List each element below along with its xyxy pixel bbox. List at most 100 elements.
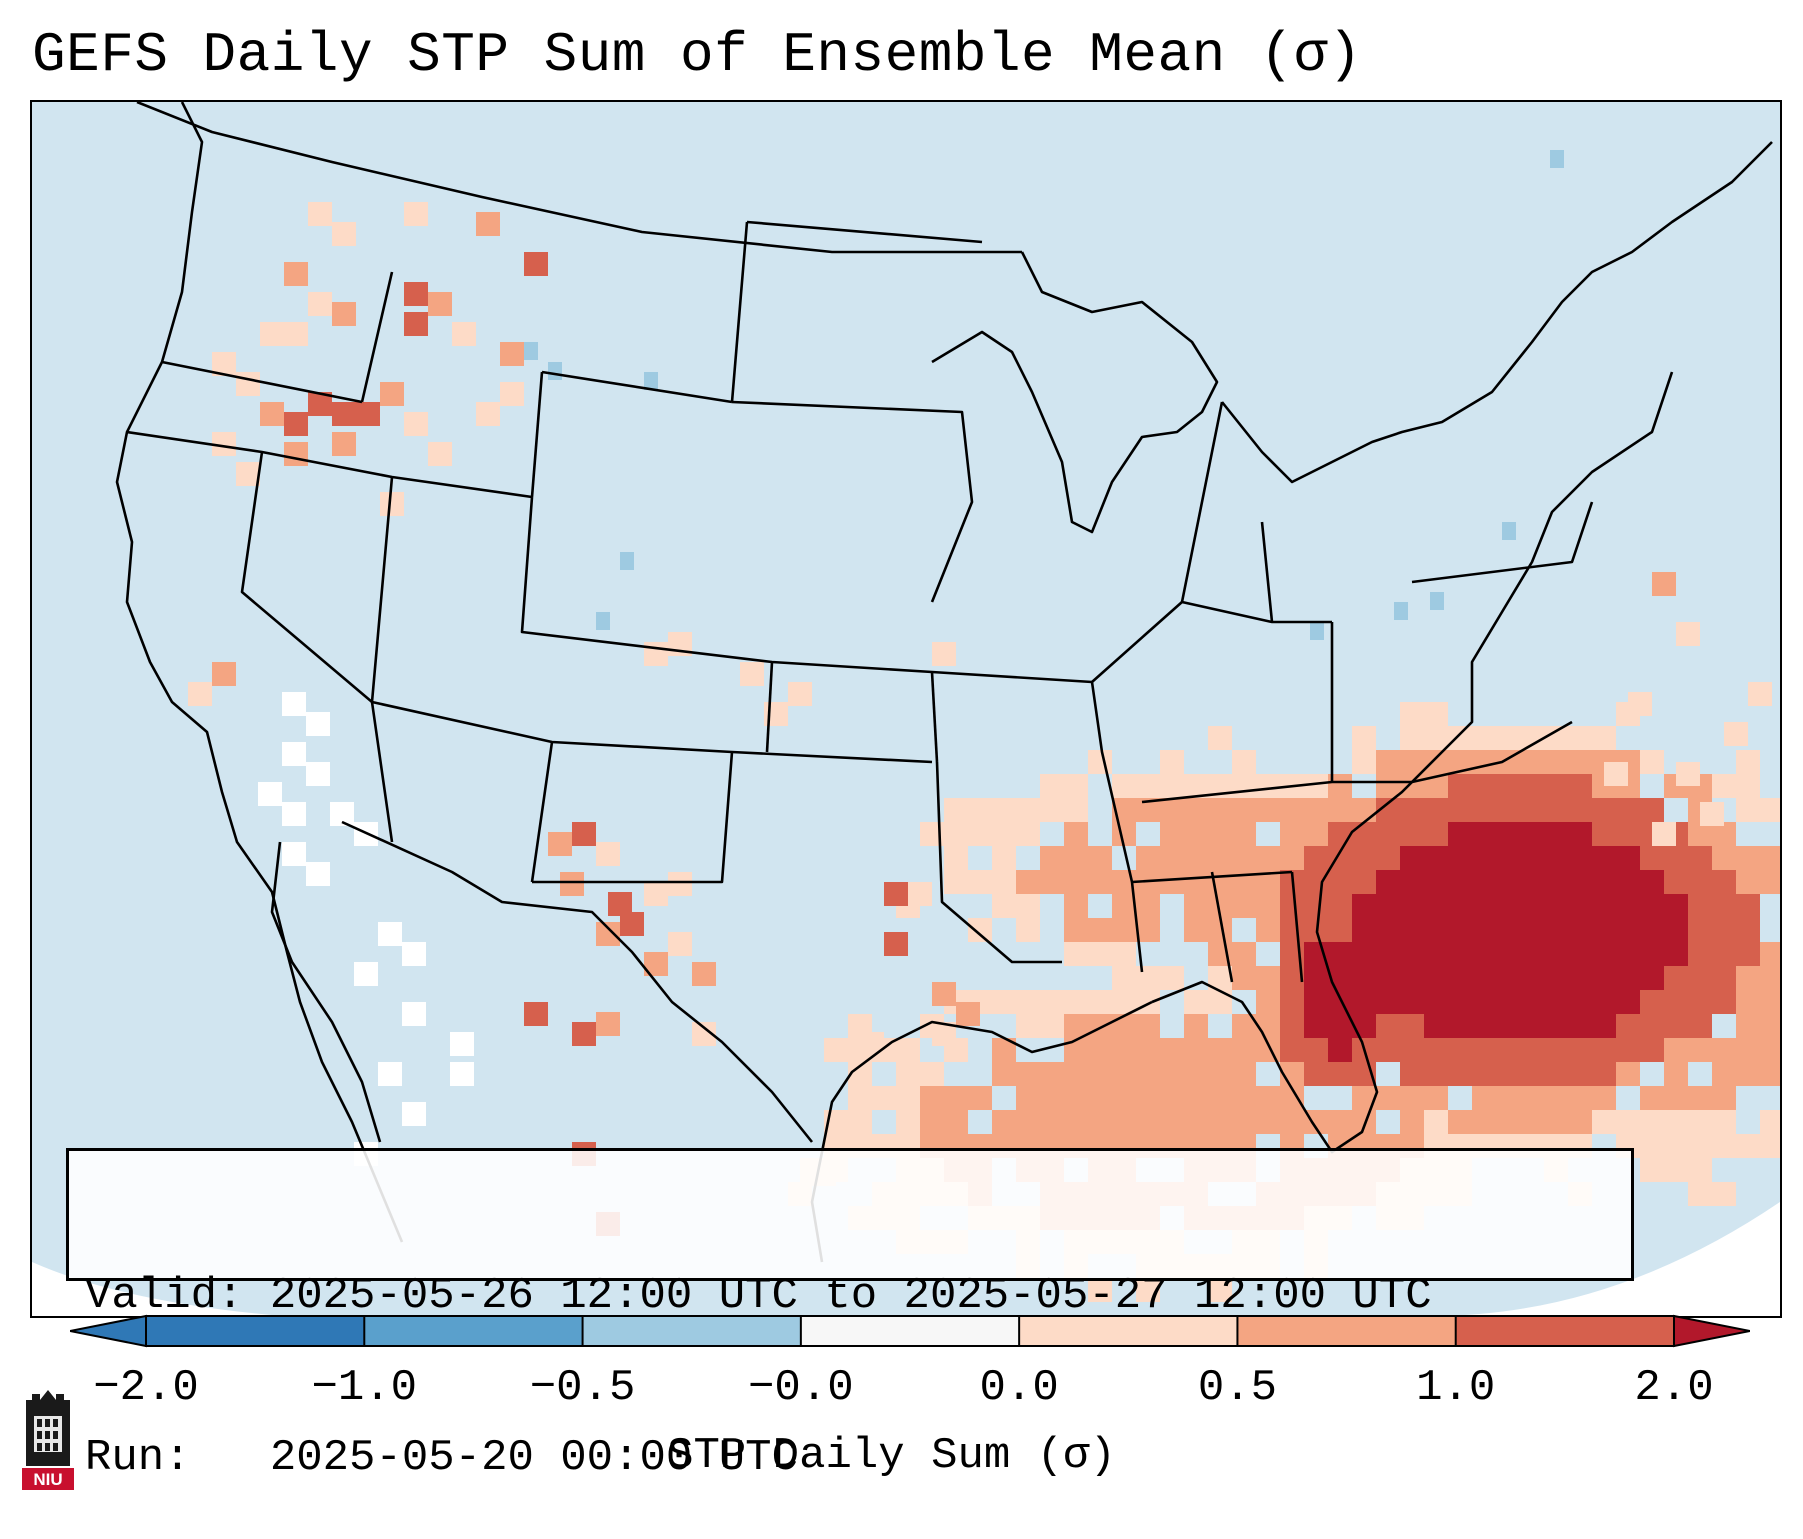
stp-cell xyxy=(1712,966,1736,990)
logo-text: NIU xyxy=(33,1470,62,1489)
stp-cell-white xyxy=(306,862,330,886)
stp-cell xyxy=(1352,942,1376,966)
stp-cell xyxy=(1016,990,1040,1014)
stp-cell xyxy=(1760,870,1780,894)
stp-cell xyxy=(1760,1110,1780,1134)
stp-cell xyxy=(1544,798,1568,822)
stp-cell xyxy=(1640,1110,1664,1134)
stp-cell xyxy=(1184,990,1208,1014)
stp-cell xyxy=(1064,1014,1088,1038)
stp-cell xyxy=(1760,798,1780,822)
stp-cell xyxy=(1664,1086,1688,1110)
stp-cell xyxy=(1736,918,1760,942)
stp-cell xyxy=(1520,870,1544,894)
stp-cell xyxy=(1496,726,1520,750)
stp-cell xyxy=(1088,1086,1112,1110)
stp-cell xyxy=(1664,1110,1688,1134)
boundary-line xyxy=(1220,141,1773,484)
stp-cell xyxy=(1712,918,1736,942)
stp-cell xyxy=(1616,894,1640,918)
stp-cell-white xyxy=(282,842,306,866)
stp-cell xyxy=(332,302,356,326)
boundary-line xyxy=(530,741,554,883)
stp-cell xyxy=(1424,1014,1448,1038)
niu-logo: NIU xyxy=(22,1390,74,1490)
stp-cell xyxy=(1628,692,1652,716)
stp-cell-negative xyxy=(548,362,562,380)
stp-cell xyxy=(1448,918,1472,942)
stp-cell xyxy=(1160,1038,1184,1062)
stp-cell-white xyxy=(306,712,330,736)
stp-cell xyxy=(1520,894,1544,918)
stp-cell xyxy=(1448,846,1472,870)
stp-cell xyxy=(308,292,332,316)
stp-cell xyxy=(1400,1062,1424,1086)
colorbar-extend-high xyxy=(1673,1314,1750,1348)
stp-cell xyxy=(1544,1062,1568,1086)
stp-cell xyxy=(1376,1014,1400,1038)
stp-cell xyxy=(1064,798,1088,822)
stp-cell xyxy=(236,462,260,486)
stp-cell xyxy=(1736,846,1760,870)
stp-cell xyxy=(1592,966,1616,990)
stp-cell xyxy=(1424,942,1448,966)
stp-cell xyxy=(428,442,452,466)
stp-cell xyxy=(1256,894,1280,918)
stp-cell-white xyxy=(378,922,402,946)
stp-cell xyxy=(1400,702,1424,726)
stp-cell xyxy=(992,894,1016,918)
colorbar-segment xyxy=(1019,1316,1238,1346)
stp-cell xyxy=(956,1002,980,1026)
stp-cell xyxy=(944,846,968,870)
stp-cell xyxy=(1400,942,1424,966)
stp-cell xyxy=(1760,1014,1780,1038)
stp-cell xyxy=(1040,1110,1064,1134)
stp-cell xyxy=(1640,918,1664,942)
colorbar-tick-label: 0.5 xyxy=(1197,1363,1278,1413)
stp-cell xyxy=(1496,1086,1520,1110)
stp-cell xyxy=(596,1012,620,1036)
stp-cell xyxy=(1424,918,1448,942)
stp-cell xyxy=(1616,870,1640,894)
stp-cell xyxy=(1280,846,1304,870)
stp-cell xyxy=(944,798,968,822)
stp-cell xyxy=(1544,726,1568,750)
stp-cell xyxy=(1544,870,1568,894)
stp-cell xyxy=(1496,1014,1520,1038)
stp-cell xyxy=(1592,1110,1616,1134)
stp-cell xyxy=(1064,918,1088,942)
stp-cell xyxy=(1400,918,1424,942)
stp-cell xyxy=(1160,1110,1184,1134)
valid-run-box: Valid: 2025-05-26 12:00 UTC to 2025-05-2… xyxy=(66,1148,1634,1483)
boundary-line xyxy=(1151,371,1674,1154)
colorbar-segment xyxy=(800,1316,1020,1346)
stp-cell xyxy=(968,822,992,846)
stp-cell xyxy=(1016,894,1040,918)
stp-cell xyxy=(1592,990,1616,1014)
stp-cell-white xyxy=(402,1002,426,1026)
stp-cell xyxy=(968,1086,992,1110)
stp-cell-white xyxy=(354,962,378,986)
stp-cell-white xyxy=(282,692,306,716)
stp-cell xyxy=(1112,1086,1136,1110)
stp-cell xyxy=(1760,1062,1780,1086)
stp-cell xyxy=(1688,894,1712,918)
stp-cell xyxy=(1064,774,1088,798)
stp-cell xyxy=(1472,966,1496,990)
boundary-line xyxy=(126,430,533,499)
stp-cell xyxy=(1664,990,1688,1014)
stp-cell xyxy=(1136,918,1160,942)
stp-cell xyxy=(1592,1062,1616,1086)
stp-cell xyxy=(1616,966,1640,990)
stp-cell xyxy=(1040,1062,1064,1086)
stp-cell xyxy=(1376,822,1400,846)
stp-cell xyxy=(1400,1086,1424,1110)
stp-cell xyxy=(1112,1062,1136,1086)
stp-cell xyxy=(860,1032,884,1056)
stp-cell xyxy=(992,822,1016,846)
stp-cell xyxy=(1520,798,1544,822)
stp-cell xyxy=(380,382,404,406)
stp-cell xyxy=(1520,1038,1544,1062)
stp-cell xyxy=(1544,1110,1568,1134)
stp-cell xyxy=(1496,966,1520,990)
